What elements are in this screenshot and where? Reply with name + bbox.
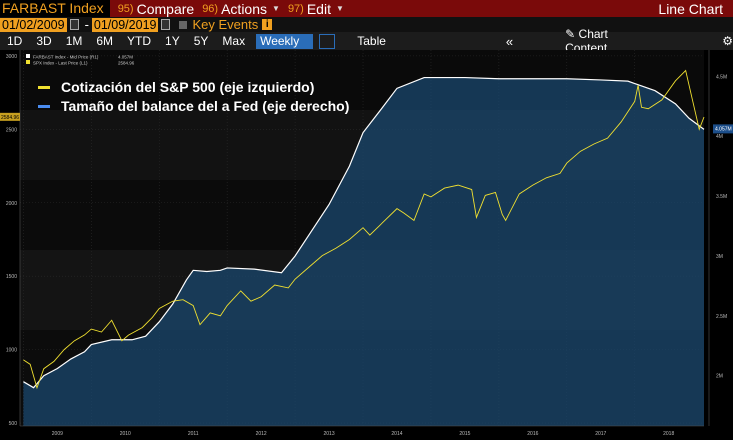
left-tick-label: 2000	[6, 201, 17, 207]
legend-label-spx: Cotización del S&P 500 (eje izquierdo)	[61, 79, 314, 95]
chevron-down-icon: ▼	[335, 4, 344, 13]
chart-area: 500 1000 1500 2000 2500 3000 2584.96 2M 2.5M 3M 3…	[0, 50, 733, 440]
legend-value: 4.057M	[118, 55, 133, 60]
period-5y[interactable]: 5Y	[193, 34, 209, 48]
x-tick-label: 2014	[391, 431, 402, 437]
spx-last-price-tag	[0, 112, 20, 121]
period-1y[interactable]: 1Y	[165, 34, 180, 48]
x-tick-label: 2010	[120, 431, 131, 437]
left-tick-label: 1000	[6, 348, 17, 354]
compare-label: Compare	[136, 0, 195, 17]
right-tick-label: 3.5M	[716, 194, 727, 200]
compare-menu[interactable]: 95) Compare	[118, 1, 195, 17]
chart-type-label[interactable]: Line Chart	[658, 0, 723, 17]
x-tick-label: 2011	[188, 431, 199, 437]
date-bar: 01/02/2009 - 01/09/2019 Key Events i	[0, 17, 733, 32]
right-tick-label: 2.5M	[716, 314, 727, 320]
calendar-icon[interactable]	[161, 19, 171, 30]
actions-menu[interactable]: 96) Actions ▼	[202, 1, 280, 17]
date-separator: -	[84, 17, 89, 32]
legend-swatch-spx	[38, 86, 50, 89]
menu-number: 95)	[117, 2, 134, 15]
menu-number: 96)	[202, 2, 219, 15]
key-events-checkbox[interactable]	[179, 20, 188, 29]
info-icon[interactable]: i	[262, 19, 273, 30]
end-date-input[interactable]: 01/09/2019	[91, 17, 159, 32]
left-tick-label: 2500	[6, 127, 17, 133]
small-legend: FARBAST Index - Mid Price (R1) 4.057M SP…	[26, 54, 135, 66]
spx-line	[23, 69, 705, 390]
table-button[interactable]: Table	[357, 34, 386, 48]
x-tick-label: 2009	[52, 431, 63, 437]
legend-swatch	[26, 54, 30, 58]
pencil-icon: ✎	[565, 27, 576, 41]
period-max[interactable]: Max	[222, 34, 246, 48]
x-tick-label: 2013	[323, 431, 334, 437]
security-ticker[interactable]: FARBAST Index	[0, 0, 110, 17]
edit-menu[interactable]: 97) Edit ▼	[288, 1, 344, 17]
left-tick-label: 3000	[6, 54, 17, 60]
spx-last-price-label: 2584.96	[1, 115, 19, 121]
x-tick-label: 2018	[663, 431, 674, 437]
calendar-icon[interactable]	[69, 19, 79, 30]
start-date-input[interactable]: 01/02/2009	[0, 17, 67, 32]
line-chart-icon[interactable]	[318, 33, 336, 49]
frequency-label: Weekly	[260, 33, 300, 48]
right-tick-label: 4.5M	[716, 74, 727, 80]
period-ytd[interactable]: YTD	[127, 34, 152, 48]
right-tick-label: 2M	[716, 374, 723, 380]
main-legend: Cotización del S&P 500 (eje izquierdo) T…	[38, 79, 349, 114]
right-tick-label: 3M	[716, 254, 723, 260]
right-axis: 2M 2.5M 3M 3.5M 4M 4.5M 4.057M	[708, 50, 733, 426]
fed-last-value-label: 4.057M	[715, 126, 732, 132]
fed-area-fill	[23, 77, 704, 427]
legend-ticker: FARBAST Index - Mid Price (R1)	[33, 55, 99, 60]
left-tick-label: 1500	[6, 274, 17, 280]
fed-line	[23, 76, 705, 389]
top-toolbar: FARBAST Index 95) Compare 96) Actions ▼ 97)…	[0, 0, 733, 17]
legend-label-fed: Tamaño del balance del a Fed (eje derech…	[61, 98, 349, 114]
left-tick-label: 500	[9, 421, 18, 427]
spx-series-line	[23, 69, 705, 390]
period-1m[interactable]: 1M	[65, 34, 83, 48]
edit-label: Edit	[306, 0, 331, 17]
key-events-label: Key Events	[192, 17, 259, 32]
menu-number: 97)	[287, 2, 304, 15]
left-axis: 500 1000 1500 2000 2500 3000 2584.96	[0, 50, 21, 427]
frequency-select[interactable]: Weekly ▼	[256, 33, 313, 63]
gear-icon[interactable]: ⚙	[722, 34, 733, 48]
period-3d[interactable]: 3D	[36, 34, 52, 48]
right-tick-label: 4M	[716, 134, 723, 140]
x-tick-label: 2016	[527, 431, 538, 437]
period-1d[interactable]: 1D	[7, 34, 23, 48]
legend-ticker: SPX Index - Last Price (L1)	[33, 61, 88, 66]
x-tick-label: 2012	[256, 431, 267, 437]
chevron-down-icon: ▼	[272, 4, 280, 13]
fed-last-value-tag	[713, 124, 733, 134]
period-6m[interactable]: 6M	[96, 34, 114, 48]
x-axis: 2009 2010 2011 2012 2013 2014 2015 2016 2017 2018	[20, 425, 704, 437]
actions-label: Actions	[221, 0, 268, 17]
period-bar: 1D 3D 1M 6M YTD 1Y 5Y Max Weekly ▼ Table…	[0, 27, 733, 63]
collapse-icon[interactable]: «	[505, 33, 514, 49]
legend-value: 2584.96	[118, 61, 135, 66]
x-tick-label: 2017	[595, 431, 606, 437]
x-tick-label: 2015	[459, 431, 470, 437]
legend-swatch	[26, 60, 30, 64]
fed-balance-area	[23, 76, 705, 427]
legend-swatch-fed	[38, 105, 50, 108]
